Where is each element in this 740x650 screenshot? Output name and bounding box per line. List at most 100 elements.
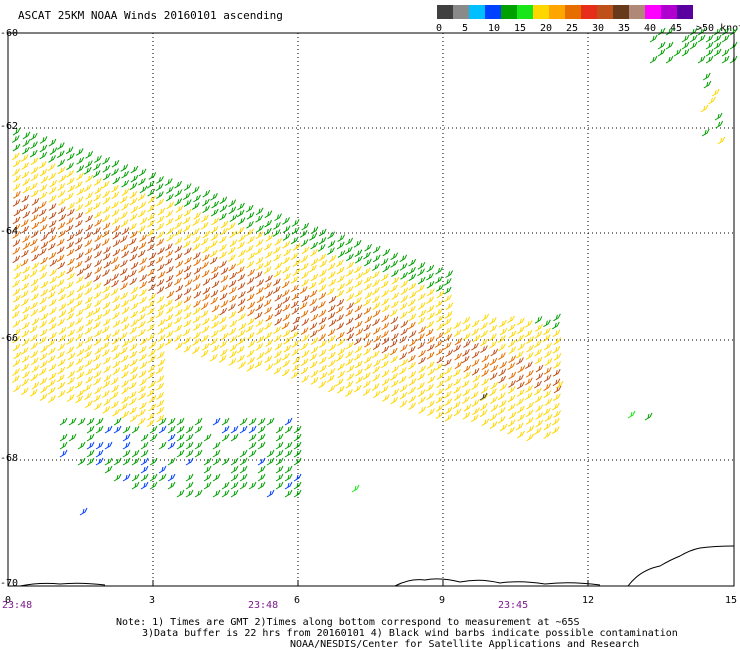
wind-barb [327, 328, 336, 337]
wind-barb [291, 340, 300, 348]
wind-barb [139, 257, 148, 266]
wind-barb [92, 170, 101, 178]
wind-barb [409, 338, 417, 347]
wind-barb [156, 238, 165, 247]
colorbar-label: 40 [644, 23, 657, 34]
wind-barb [212, 457, 221, 466]
wind-barb [255, 343, 264, 351]
wind-barb [282, 225, 291, 234]
wind-barb [218, 316, 227, 325]
wind-barb [67, 202, 75, 210]
wind-barb [20, 347, 29, 355]
wind-barb [40, 280, 49, 289]
wind-barb [84, 344, 93, 352]
wind-barb [543, 374, 552, 383]
wind-barb [146, 389, 155, 397]
wind-barb [76, 325, 84, 333]
wind-barb [255, 256, 264, 265]
wind-barb [192, 307, 201, 315]
wind-barb [552, 378, 561, 387]
wind-barb [517, 413, 525, 422]
wind-barb [346, 373, 355, 381]
wind-barb [156, 231, 165, 239]
wind-barb [265, 363, 274, 371]
wind-barb [364, 355, 372, 364]
wind-barb [462, 349, 470, 357]
wind-barb [310, 337, 319, 345]
wind-barb [191, 202, 200, 210]
wind-barb [264, 331, 273, 340]
wind-barb [372, 390, 381, 399]
wind-barb [121, 179, 130, 188]
wind-barb [130, 319, 139, 327]
wind-barb [156, 176, 164, 184]
wind-barb [300, 327, 309, 336]
wind-barb [534, 331, 543, 339]
wind-barb [203, 473, 212, 482]
wind-barb [399, 302, 408, 311]
wind-barb [79, 507, 88, 516]
wind-barb [192, 346, 200, 355]
wind-barb [31, 253, 40, 262]
wind-barb [94, 218, 102, 227]
wind-barb [129, 182, 138, 191]
wind-barb [219, 340, 228, 348]
wind-barb [104, 457, 113, 466]
wind-barb [293, 449, 302, 458]
wind-barb [192, 218, 201, 226]
wind-barb [318, 237, 327, 245]
wind-barb [221, 417, 230, 426]
wind-barb [101, 180, 110, 189]
wind-barb [68, 433, 77, 442]
wind-barb [112, 311, 120, 320]
wind-barb [417, 382, 425, 390]
wind-barb [426, 272, 434, 281]
wind-barb [239, 417, 248, 426]
wind-barb [435, 404, 444, 412]
wind-barb [192, 252, 201, 260]
wind-barb [489, 413, 498, 422]
wind-barb [408, 386, 416, 395]
wind-barb [327, 271, 336, 279]
wind-barb [74, 243, 83, 252]
wind-barb [399, 391, 408, 400]
wind-barb [544, 342, 552, 351]
wind-barb [138, 201, 147, 210]
wind-barb [364, 291, 373, 300]
wind-barb [275, 425, 284, 434]
wind-barb [29, 269, 38, 278]
wind-barb [94, 329, 103, 338]
wind-barb [146, 419, 155, 428]
wind-barb [479, 403, 488, 411]
wind-barb [12, 320, 21, 328]
wind-barb [49, 276, 58, 284]
wind-barb [74, 181, 83, 189]
wind-barb [57, 261, 66, 270]
wind-barb [211, 344, 220, 353]
wind-barb [30, 308, 39, 317]
wind-barb [290, 252, 299, 261]
wind-barb [129, 335, 137, 343]
wind-barb [274, 262, 283, 270]
wind-barb [327, 367, 336, 376]
wind-barb [256, 279, 264, 287]
wind-barb [12, 183, 21, 191]
wind-barb [470, 414, 479, 423]
wind-barb [147, 333, 156, 341]
wind-barb [346, 326, 355, 335]
wind-barb [66, 153, 75, 161]
wind-barb [94, 402, 102, 411]
wind-barb [292, 259, 301, 267]
wind-barb [56, 150, 65, 159]
wind-barb [184, 256, 192, 265]
wind-barb [139, 185, 148, 194]
wind-barb [230, 473, 239, 482]
wind-barb [507, 394, 516, 403]
wind-barb [247, 317, 256, 326]
wind-barb [310, 258, 319, 266]
wind-barb [445, 349, 454, 358]
wind-barb [418, 365, 426, 374]
wind-barb [301, 375, 310, 383]
wind-barb [176, 449, 185, 458]
